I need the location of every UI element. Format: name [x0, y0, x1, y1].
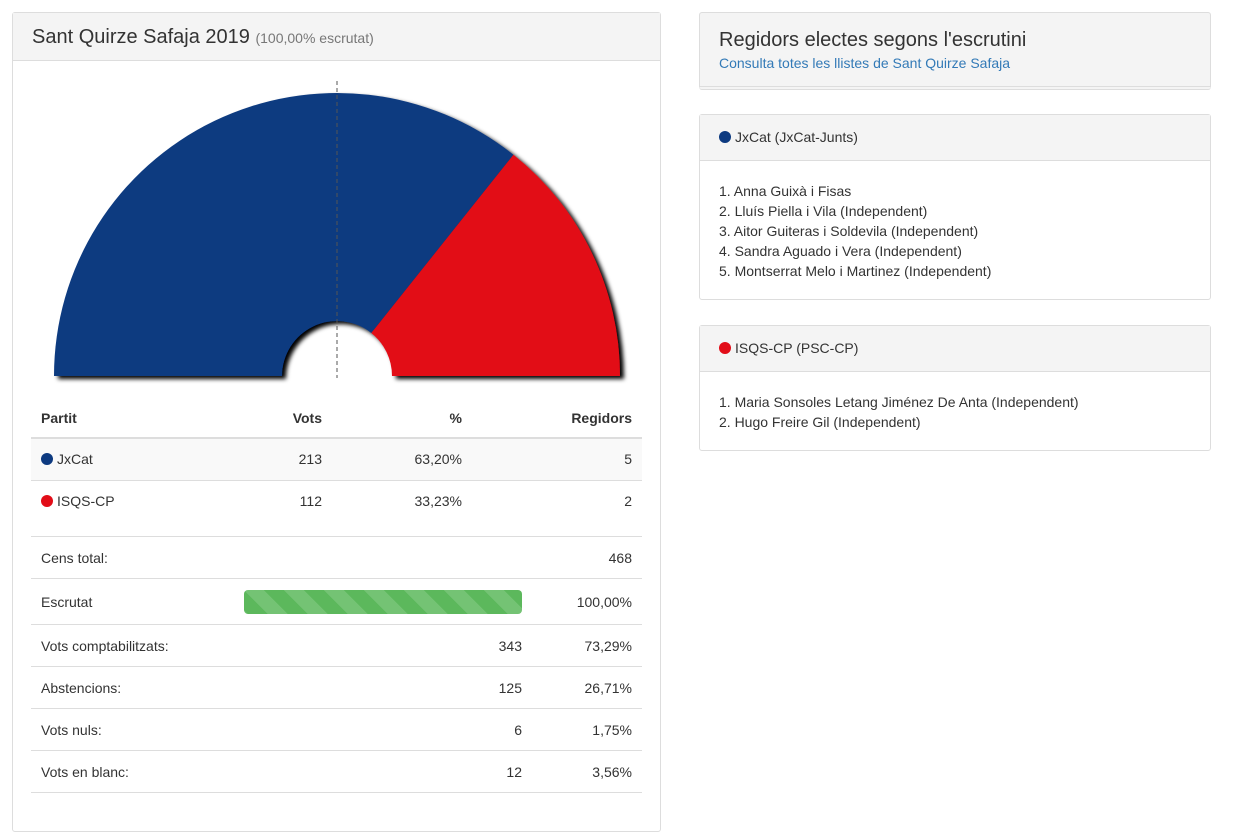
stat-count: 12: [232, 750, 532, 793]
party-dot-icon: [719, 131, 731, 143]
stat-row: Vots nuls: 6 1,75%: [31, 708, 642, 751]
col-vots: Vots: [202, 398, 332, 439]
stat-label: Abstencions:: [31, 666, 232, 709]
party-results-table: Partit Vots% Regidors JxCat 213 63,20% 5 ISQS…: [31, 398, 642, 522]
seats: 2: [624, 493, 632, 510]
pct: 33,23%: [414, 493, 462, 510]
stat-label: Vots en blanc:: [31, 750, 232, 793]
stat-row: Vots en blanc: 12 3,56%: [31, 750, 642, 793]
stat-label: Escrutat: [31, 578, 232, 625]
list-card-jxcat: JxCat (JxCat-Junts) 1. Anna Guixà i Fisa…: [699, 114, 1211, 300]
all-lists-link[interactable]: Consulta totes les llistes de Sant Quirz…: [719, 55, 1011, 71]
stat-label: Cens total:: [31, 536, 232, 579]
elected-header: Regidors electes segons l'escrutini Cons…: [699, 12, 1211, 90]
stat-label: Vots nuls:: [31, 708, 232, 751]
stat-row: Abstencions: 125 26,71%: [31, 666, 642, 709]
stat-count: 343: [232, 624, 532, 667]
party-dot-icon: [41, 495, 53, 508]
hemicycle-chart: [54, 81, 620, 378]
table-row: ISQS-CP 112 33,23% 2: [31, 480, 642, 522]
elected-title: Regidors electes segons l'escrutini: [719, 29, 1027, 51]
list-item: 2. Hugo Freire Gil (Independent): [719, 414, 921, 430]
list-item: 4. Sandra Aguado i Vera (Independent): [719, 243, 962, 259]
table-row: JxCat 213 63,20% 5: [31, 438, 642, 481]
stat-row: Escrutat 100,00%: [31, 578, 642, 625]
stat-value: 73,29%: [532, 624, 642, 667]
stat-label: Vots comptabilitzats:: [31, 624, 232, 667]
pct: 63,20%: [332, 438, 472, 481]
results-header: Sant Quirze Safaja 2019 (100,00% escruta…: [13, 13, 660, 61]
hemicycle-segment-isqs-cp: [371, 154, 620, 376]
stat-count: 6: [232, 708, 532, 751]
party-dot-icon: [719, 342, 731, 354]
list-item: 1. Anna Guixà i Fisas: [719, 183, 852, 199]
page-title: Sant Quirze Safaja 2019: [32, 26, 250, 48]
party-dot-icon: [41, 453, 53, 466]
stat-value: 100,00%: [532, 578, 642, 625]
party-name: ISQS-CP: [57, 493, 115, 510]
list-header: ISQS-CP (PSC-CP): [735, 340, 859, 356]
col-regidors: Regidors: [472, 398, 642, 439]
list-item: 1. Maria Sonsoles Letang Jiménez De Anta…: [719, 394, 1079, 410]
stats-table: Cens total: 468 Escrutat 100,00% Vots comp…: [31, 536, 642, 793]
stat-row: Cens total: 468: [31, 536, 642, 579]
results-panel: Sant Quirze Safaja 2019 (100,00% escruta…: [12, 12, 661, 832]
votes: 213: [202, 438, 332, 481]
scrutiny-progress-bar: [244, 589, 522, 614]
list-header: JxCat (JxCat-Junts): [735, 129, 858, 145]
hemicycle-segment-jxcat: [54, 93, 514, 376]
seats: 5: [472, 438, 642, 481]
stat-count: 125: [232, 666, 532, 709]
stat-value: 1,75%: [532, 708, 642, 751]
stat-value: 26,71%: [532, 666, 642, 709]
scrutiny-subtitle: (100,00% escrutat): [255, 30, 374, 46]
votes: 112: [299, 493, 322, 510]
list-item: 3. Aitor Guiteras i Soldevila (Independe…: [719, 223, 979, 239]
list-item: 2. Lluís Piella i Vila (Independent): [719, 203, 928, 219]
party-name: JxCat: [57, 451, 93, 468]
stat-row: Vots comptabilitzats: 343 73,29%: [31, 624, 642, 667]
col-partit: Partit: [31, 398, 202, 439]
list-card-isqs: ISQS-CP (PSC-CP) 1. Maria Sonsoles Letan…: [699, 325, 1211, 451]
stat-value: 468: [532, 536, 642, 579]
list-item: 5. Montserrat Melo i Martinez (Independe…: [719, 263, 992, 279]
stat-value: 3,56%: [532, 750, 642, 793]
col-pct: %: [332, 398, 472, 439]
